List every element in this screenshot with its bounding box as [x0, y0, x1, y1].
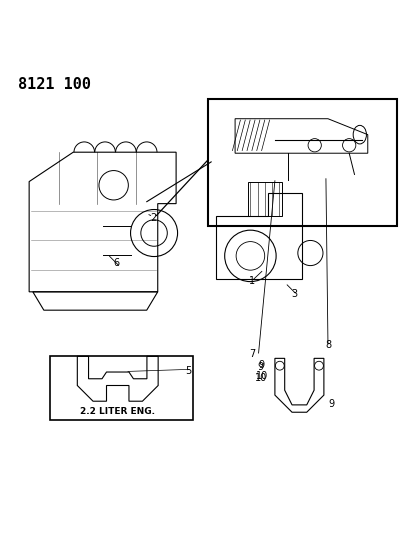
Text: 3: 3 — [291, 289, 298, 299]
Text: 9: 9 — [328, 399, 334, 409]
Text: 8: 8 — [326, 340, 332, 350]
Text: 10: 10 — [256, 371, 268, 381]
Text: 1: 1 — [249, 276, 256, 286]
Text: 5: 5 — [185, 366, 192, 376]
Text: 8121 100: 8121 100 — [18, 77, 91, 92]
Text: 10: 10 — [254, 373, 267, 383]
Text: 9: 9 — [259, 360, 265, 370]
Text: 2.2 LITER ENG.: 2.2 LITER ENG. — [80, 407, 155, 416]
Text: 6: 6 — [114, 258, 120, 268]
Bar — [51, 356, 193, 419]
Text: 9: 9 — [258, 362, 264, 373]
Bar — [208, 99, 397, 225]
Text: 7: 7 — [249, 349, 256, 359]
Text: 2: 2 — [150, 213, 156, 223]
